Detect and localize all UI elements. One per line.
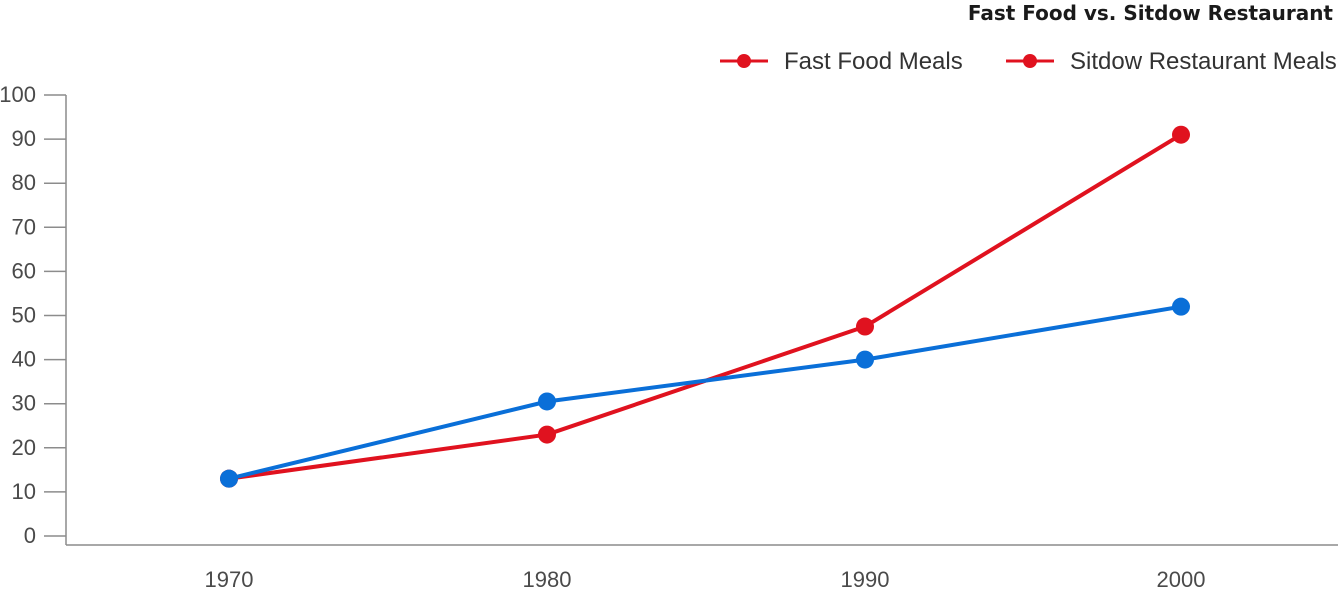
legend-label-fast-food: Fast Food Meals — [784, 48, 963, 75]
y-tick-label: 0 — [24, 523, 36, 548]
y-tick-label: 80 — [12, 170, 36, 195]
y-tick-label: 100 — [0, 82, 36, 107]
y-tick-label: 70 — [12, 214, 36, 239]
x-tick-label: 1990 — [841, 567, 890, 590]
legend-label-sitdown: Sitdow Restaurant Meals — [1070, 48, 1337, 75]
data-point — [220, 469, 238, 488]
y-tick-label: 60 — [12, 258, 36, 283]
series-1 — [220, 297, 1190, 488]
series-line — [227, 304, 1183, 481]
x-axis-ticks: 1970 1980 1990 2000 — [205, 567, 1206, 590]
y-tick-label: 50 — [12, 303, 36, 328]
data-point — [1172, 125, 1190, 144]
data-point — [538, 392, 556, 411]
x-tick-label: 2000 — [1157, 567, 1206, 590]
data-point — [1172, 297, 1190, 316]
y-tick-label: 40 — [12, 347, 36, 372]
y-tick-label: 30 — [12, 391, 36, 416]
legend-marker-sitdown — [1023, 54, 1037, 68]
series-0 — [220, 125, 1190, 488]
legend-marker-fast-food — [737, 54, 751, 68]
chart-title: Fast Food vs. Sitdow Restaurant — [968, 1, 1334, 25]
y-axis-ticks: 0 10 20 30 40 50 60 70 80 90 100 — [0, 82, 66, 548]
data-point — [856, 350, 874, 369]
data-point — [856, 317, 874, 336]
legend: Fast Food Meals Sitdow Restaurant Meals — [720, 48, 1337, 75]
x-tick-label: 1970 — [205, 567, 254, 590]
series-layer — [220, 125, 1190, 488]
y-tick-label: 20 — [12, 435, 36, 460]
x-tick-label: 1980 — [523, 567, 572, 590]
y-tick-label: 90 — [12, 126, 36, 151]
series-line — [227, 132, 1183, 481]
data-point — [538, 425, 556, 444]
y-tick-label: 10 — [12, 479, 36, 504]
